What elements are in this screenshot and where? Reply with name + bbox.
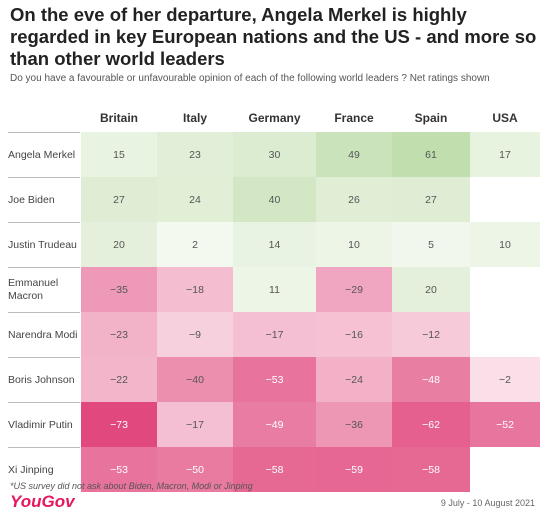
heatmap: Britain Italy Germany France Spain USA Angela … <box>0 100 545 492</box>
yougov-logo: YouGov <box>10 492 75 511</box>
heatmap-cell: 30 <box>233 132 316 177</box>
heatmap-cell: 15 <box>81 132 157 177</box>
row-label: Emmanuel Macron <box>8 277 59 302</box>
footnote: *US survey did not ask about Biden, Macr… <box>10 481 253 491</box>
heatmap-cell: −50 <box>157 447 233 492</box>
row-label: Joe Biden <box>8 193 55 206</box>
heatmap-cell: −18 <box>157 267 233 312</box>
heatmap-cell: −53 <box>81 447 157 492</box>
heatmap-cell: −36 <box>316 402 392 447</box>
heatmap-cell: −9 <box>157 312 233 357</box>
column-header-italy: Italy <box>182 111 207 125</box>
heatmap-cell: 23 <box>157 132 233 177</box>
row-separator <box>8 312 80 313</box>
heatmap-cell: −12 <box>392 312 470 357</box>
heatmap-cell: 26 <box>316 177 392 222</box>
heatmap-cell: −58 <box>392 447 470 492</box>
heatmap-cell: 10 <box>316 222 392 267</box>
row-separator <box>8 447 80 448</box>
row-label: Vladimir Putin <box>8 418 73 431</box>
heatmap-cell: 40 <box>233 177 316 222</box>
heatmap-cell: −24 <box>316 357 392 402</box>
heatmap-cell: −62 <box>392 402 470 447</box>
heatmap-cell: −35 <box>81 267 157 312</box>
heatmap-cell: −48 <box>392 357 470 402</box>
heatmap-cell: −52 <box>470 402 540 447</box>
row-label: Angela Merkel <box>8 148 76 161</box>
heatmap-cell: −22 <box>81 357 157 402</box>
row-separator <box>8 222 80 223</box>
heatmap-cell: 2 <box>157 222 233 267</box>
row-separator <box>8 357 80 358</box>
row-label: Narendra Modi <box>8 328 78 341</box>
heatmap-cell: −40 <box>157 357 233 402</box>
heatmap-cell: −59 <box>316 447 392 492</box>
heatmap-cell: 11 <box>233 267 316 312</box>
heatmap-cell: −58 <box>233 447 316 492</box>
heatmap-cell: 20 <box>81 222 157 267</box>
row-separator <box>8 267 80 268</box>
heatmap-cell: −53 <box>233 357 316 402</box>
heatmap-cell: −73 <box>81 402 157 447</box>
heatmap-cell: 24 <box>157 177 233 222</box>
row-separator <box>8 177 80 178</box>
heatmap-cell: 20 <box>392 267 470 312</box>
column-header-germany: Germany <box>248 111 301 125</box>
heatmap-cell: 14 <box>233 222 316 267</box>
column-header-spain: Spain <box>414 111 448 125</box>
row-label: Justin Trudeau <box>8 238 77 251</box>
row-separator <box>8 132 80 133</box>
heatmap-cell: −29 <box>316 267 392 312</box>
heatmap-cell: −49 <box>233 402 316 447</box>
heatmap-cell: 27 <box>392 177 470 222</box>
row-label: Boris Johnson <box>8 373 75 386</box>
heatmap-cell: −2 <box>470 357 540 402</box>
heatmap-cell: −16 <box>316 312 392 357</box>
column-header-france: France <box>334 111 374 125</box>
heatmap-cell: 5 <box>392 222 470 267</box>
date-range: 9 July - 10 August 2021 <box>440 498 535 508</box>
column-header-usa: USA <box>492 111 518 125</box>
heatmap-cell: −17 <box>157 402 233 447</box>
heatmap-cell: 27 <box>81 177 157 222</box>
chart-title: On the eve of her departure, Angela Merk… <box>10 4 537 69</box>
row-separator <box>8 402 80 403</box>
heatmap-cell: 17 <box>470 132 540 177</box>
row-label: Xi Jinping <box>8 463 54 476</box>
heatmap-cell: 61 <box>392 132 470 177</box>
heatmap-cell: 49 <box>316 132 392 177</box>
chart-subtitle: Do you have a favourable or unfavourable… <box>10 73 490 84</box>
heatmap-cell: −23 <box>81 312 157 357</box>
heatmap-cell: −17 <box>233 312 316 357</box>
column-header-britain: Britain <box>99 111 138 125</box>
heatmap-cell: 10 <box>470 222 540 267</box>
